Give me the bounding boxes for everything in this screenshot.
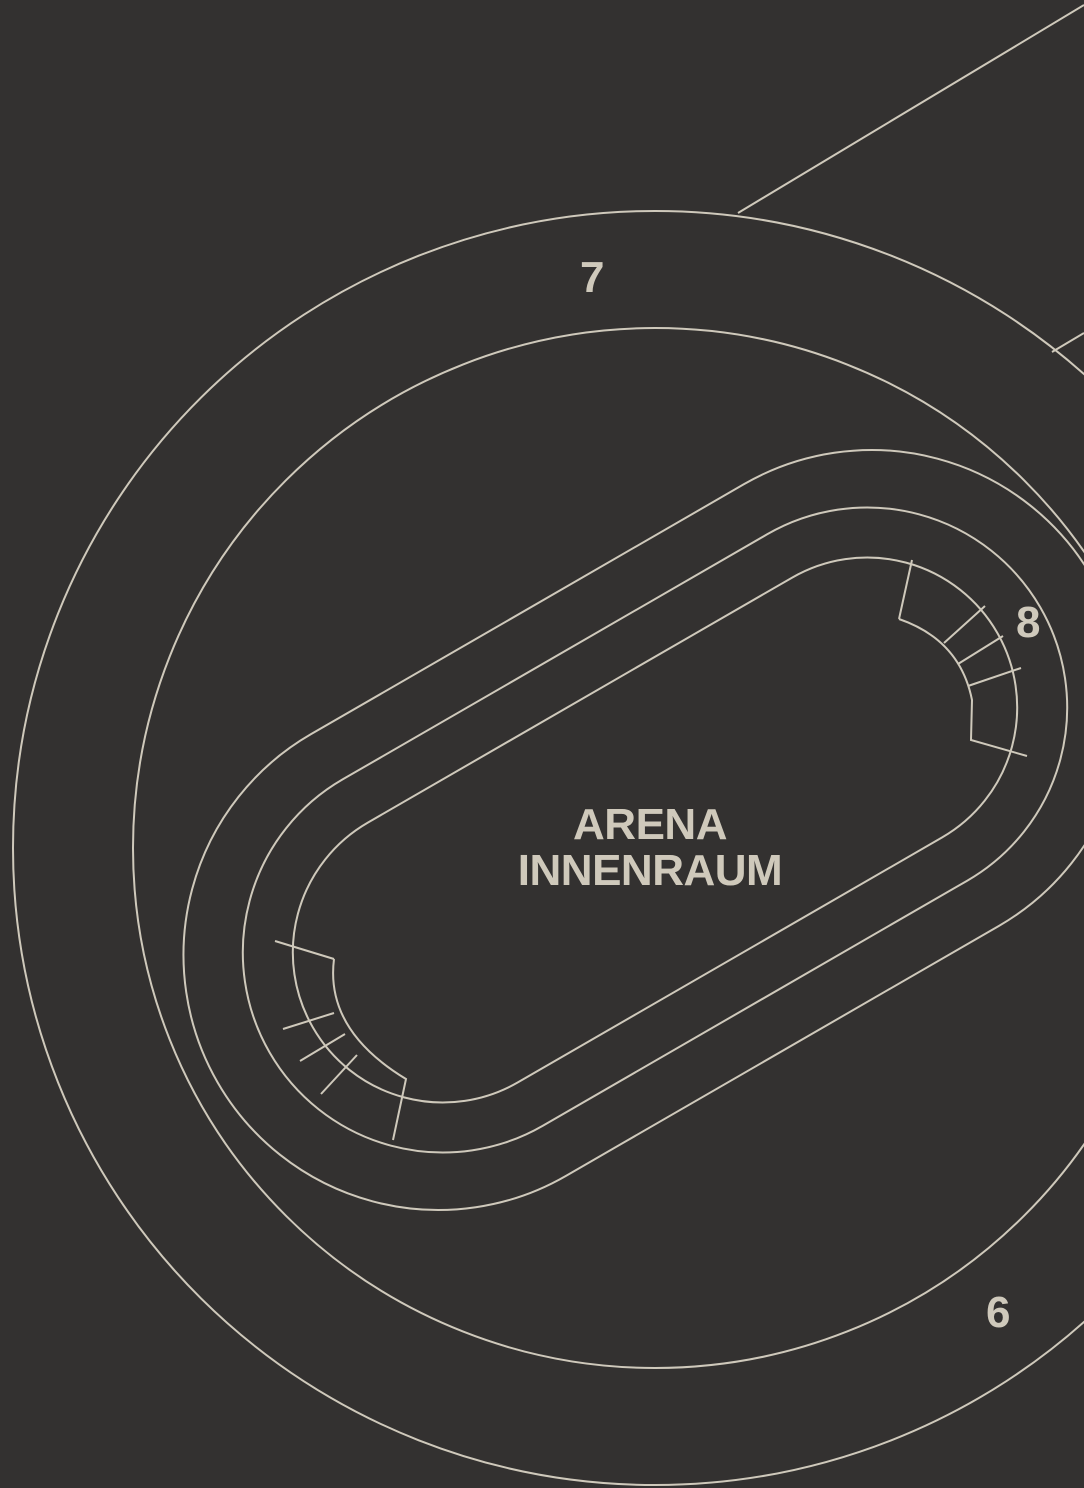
section-label-7[interactable]: 7 xyxy=(580,253,604,302)
arena-floor-oval[interactable] xyxy=(238,503,1072,1158)
entrance-line-lower xyxy=(1051,332,1084,353)
entrance-line-upper xyxy=(737,4,1084,214)
arena-label-line1: ARENA xyxy=(573,800,727,849)
arena-label-line2: INNENRAUM xyxy=(517,846,783,895)
section-label-8[interactable]: 8 xyxy=(1016,598,1040,647)
lower-tier-inner-oval[interactable] xyxy=(170,434,1084,1225)
arena-floor-label: ARENA INNENRAUM xyxy=(450,802,850,894)
outer-ring[interactable] xyxy=(12,210,1084,1486)
stair-block-upper-right xyxy=(898,559,1028,757)
lower-tier-outer-oval[interactable] xyxy=(90,357,1084,1304)
middle-ring[interactable] xyxy=(132,327,1084,1369)
section-label-6[interactable]: 6 xyxy=(986,1288,1010,1337)
stair-block-lower-left xyxy=(274,940,408,1141)
